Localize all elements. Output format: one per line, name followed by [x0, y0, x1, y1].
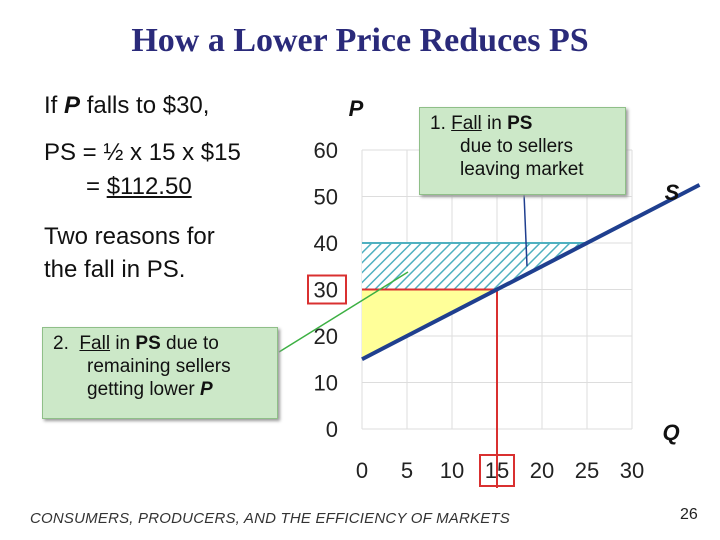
- x-axis-label: Q: [662, 420, 679, 445]
- callout2-line3-var: P: [200, 379, 213, 400]
- x-tick-label-20: 20: [530, 458, 554, 483]
- price-fall-post: falls to $30,: [80, 92, 210, 119]
- callout1-word-fall: Fall: [451, 113, 482, 134]
- callout1-word-in: in: [481, 113, 508, 134]
- quantity-highlight-box: [479, 454, 515, 487]
- y-tick-label-40: 40: [314, 231, 338, 256]
- footer-text: CONSUMERS, PRODUCERS, AND THE EFFICIENCY…: [30, 510, 510, 527]
- region-ps-fall-sellers-leaving: [362, 243, 587, 290]
- callout1-word-ps: PS: [507, 113, 533, 134]
- supply-curve-label: S: [665, 180, 680, 205]
- callout1-line3: leaving market: [460, 159, 584, 180]
- callout2-word-dueto: due to: [160, 333, 219, 354]
- x-tick-label-0: 0: [356, 458, 368, 483]
- y-tick-label-30: 30: [314, 278, 338, 303]
- callout2-line2: remaining sellers: [87, 356, 231, 377]
- ps-result-value: $112.50: [106, 173, 192, 200]
- callout1-number: 1.: [430, 113, 446, 134]
- callout2-pointer-line: [278, 271, 409, 353]
- x-tick-label-5: 5: [401, 458, 413, 483]
- callout1-pointer-line: [523, 192, 528, 267]
- callout2-word-ps: PS: [135, 333, 161, 354]
- callout2-number: 2.: [53, 333, 69, 354]
- reasons-text-line1: Two reasons for: [44, 223, 215, 250]
- callout2-line3-pre: getting lower: [87, 379, 201, 400]
- ps-result-pre: =: [86, 173, 107, 200]
- y-tick-label-10: 10: [314, 371, 338, 396]
- price-fall-text: If P falls to $30,: [44, 90, 209, 122]
- callout2-line3: getting lower P: [53, 378, 267, 401]
- x-tick-label-15: 15: [485, 458, 509, 483]
- reasons-text-line2: the fall in PS.: [44, 256, 186, 283]
- ps-result-text: = $112.50: [86, 171, 192, 203]
- callout-lower-price: 2. Fall in PS due to remaining sellers g…: [42, 327, 278, 419]
- price-highlight-box: [307, 274, 347, 305]
- callout2-line1: 2. Fall in PS due to: [53, 332, 267, 355]
- y-tick-label-60: 60: [314, 138, 338, 163]
- x-tick-label-25: 25: [575, 458, 599, 483]
- price-fall-pre: If: [44, 92, 65, 119]
- page-number: 26: [680, 506, 698, 523]
- slide-title: How a Lower Price Reduces PS: [131, 22, 589, 59]
- callout1-line1: 1. Fall in PS: [430, 112, 615, 135]
- callout2-word-fall: Fall: [79, 333, 111, 354]
- callout-sellers-leaving: 1. Fall in PS due to sellers leaving mar…: [419, 107, 626, 195]
- y-tick-label-50: 50: [314, 185, 338, 210]
- y-axis-label: P: [349, 96, 364, 121]
- y-tick-label-0: 0: [326, 417, 338, 442]
- supply-curve-line: [361, 183, 701, 362]
- ps-formula-text: PS = ½ x 15 x $15: [44, 139, 241, 166]
- x-tick-label-30: 30: [620, 458, 644, 483]
- callout1-line2: due to sellers: [460, 136, 574, 157]
- callout2-word-in: in: [110, 333, 136, 354]
- x-tick-label-10: 10: [440, 458, 464, 483]
- price-fall-var: P: [64, 92, 81, 119]
